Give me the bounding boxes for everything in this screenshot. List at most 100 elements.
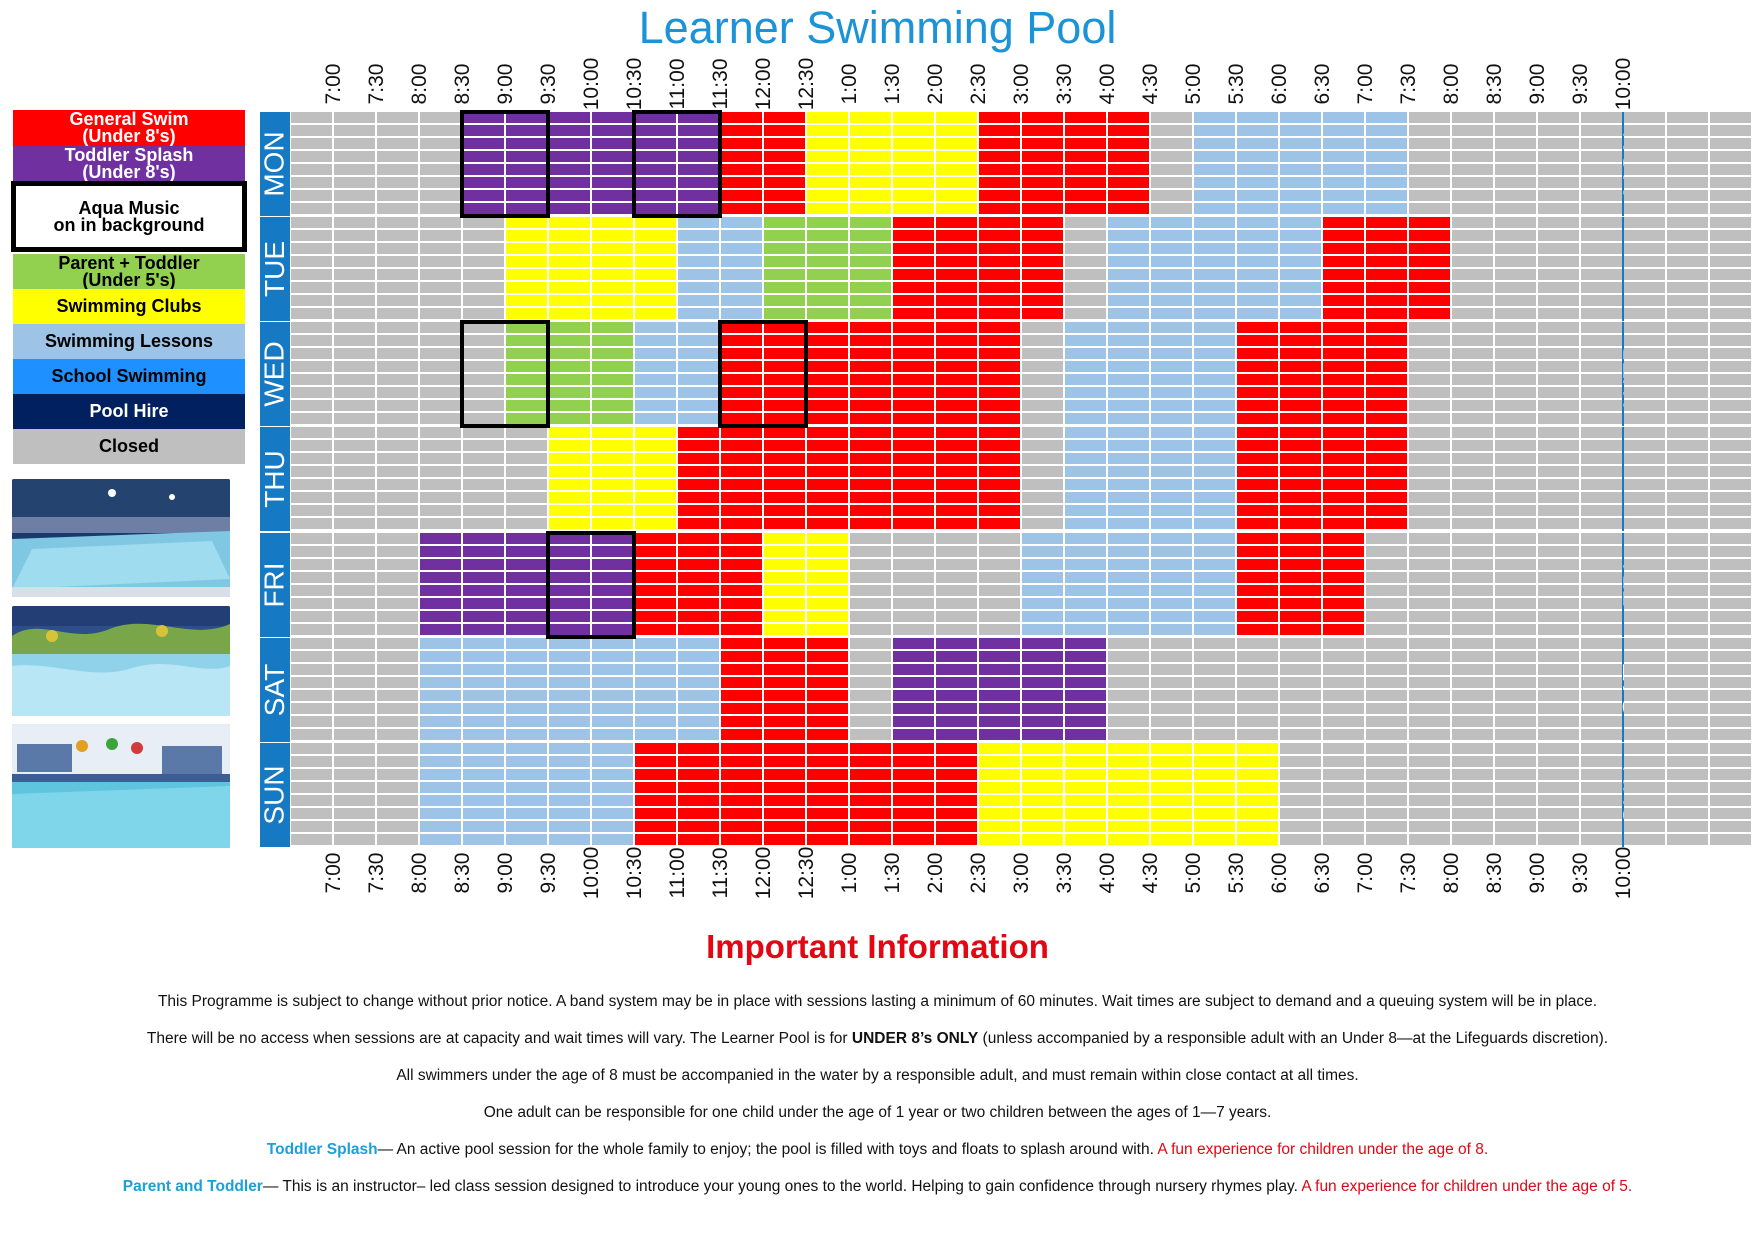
slot-wed (721, 322, 762, 426)
slot-sun (1065, 743, 1106, 847)
slot-fri (1667, 533, 1708, 637)
slot-tue (1108, 217, 1149, 321)
time-label-top: 7:00 (322, 63, 345, 105)
time-label-top: 3:00 (1010, 63, 1033, 105)
slot-sun (893, 743, 934, 847)
slot-tue (1667, 217, 1708, 321)
time-label-bottom: 11:30 (709, 847, 732, 899)
slot-wed (1624, 322, 1665, 426)
slot-wed (1452, 322, 1493, 426)
slot-fri (1624, 533, 1665, 637)
slot-fri (1151, 533, 1192, 637)
slot-tue (377, 217, 418, 321)
slot-tue (334, 217, 375, 321)
info-line-3: All swimmers under the age of 8 must be … (396, 1067, 1359, 1084)
slot-fri (1409, 533, 1450, 637)
time-label-top: 12:30 (795, 57, 818, 111)
slot-thu (549, 427, 590, 531)
slot-wed (1108, 322, 1149, 426)
time-label-bottom: 2:00 (924, 852, 947, 894)
info-line-2-text: There will be no access when sessions ar… (146, 1030, 852, 1047)
slot-sun (1667, 743, 1708, 847)
slot-wed (377, 322, 418, 426)
slot-sun (1409, 743, 1450, 847)
slot-mon (334, 112, 375, 216)
slot-wed (1280, 322, 1321, 426)
time-label-top: 6:30 (1311, 63, 1334, 105)
slot-wed (420, 322, 461, 426)
slot-sun (850, 743, 891, 847)
info-heading: Important Information (706, 928, 1049, 965)
time-label-bottom: 12:30 (795, 846, 818, 900)
time-label-bottom: 3:00 (1010, 852, 1033, 894)
slot-mon (506, 112, 547, 216)
slot-sun (1538, 743, 1579, 847)
slot-thu (1495, 427, 1536, 531)
time-label-top: 1:00 (838, 63, 861, 105)
slot-wed (463, 322, 504, 426)
slot-sun (1022, 743, 1063, 847)
legend-item: School Swimming (13, 359, 245, 394)
info-line-6: Parent and Toddler— This is an instructo… (40, 1178, 1715, 1196)
slot-sat (1323, 638, 1364, 742)
slot-mon (420, 112, 461, 216)
time-label-bottom: 9:00 (1526, 852, 1549, 894)
slot-tue (1323, 217, 1364, 321)
parent-toddler-note: A fun experience for children under the … (1301, 1178, 1633, 1195)
slot-mon (1452, 112, 1493, 216)
time-label-top: 5:30 (1225, 63, 1248, 105)
slot-mon (1495, 112, 1536, 216)
slot-wed (807, 322, 848, 426)
legend-item: Pool Hire (13, 394, 245, 429)
slot-sat (1667, 638, 1708, 742)
slot-sun (979, 743, 1020, 847)
time-label-top: 10:30 (623, 57, 646, 111)
slot-wed (506, 322, 547, 426)
slot-mon (1667, 112, 1708, 216)
slot-sun (549, 743, 590, 847)
slot-tue (1624, 217, 1665, 321)
slot-tue (1452, 217, 1493, 321)
time-label-top: 4:00 (1096, 63, 1119, 105)
slot-fri (1710, 533, 1751, 637)
time-label-top: 11:30 (709, 58, 732, 110)
slot-sat (463, 638, 504, 742)
time-label-bottom: 7:30 (365, 852, 388, 894)
slot-sun (807, 743, 848, 847)
slot-thu (1151, 427, 1192, 531)
slot-fri (291, 533, 332, 637)
time-label-bottom: 8:00 (408, 852, 431, 894)
slot-fri (334, 533, 375, 637)
slot-fri (463, 533, 504, 637)
slot-fri (936, 533, 977, 637)
slot-wed (1366, 322, 1407, 426)
time-label-bottom: 5:30 (1225, 852, 1248, 894)
slot-thu (1581, 427, 1622, 531)
slot-tue (721, 217, 762, 321)
slot-sun (635, 743, 676, 847)
slot-mon (979, 112, 1020, 216)
slot-wed (1667, 322, 1708, 426)
slot-wed (592, 322, 633, 426)
pool-photo-2 (12, 606, 230, 716)
time-label-top: 4:30 (1139, 63, 1162, 105)
slot-thu (420, 427, 461, 531)
slot-mon (1065, 112, 1106, 216)
slot-thu (1065, 427, 1106, 531)
slot-thu (1323, 427, 1364, 531)
slot-sat (893, 638, 934, 742)
day-label-mon-left: MON (259, 112, 290, 216)
time-label-top: 10:00 (1612, 57, 1635, 111)
slot-mon (463, 112, 504, 216)
slot-tue (1280, 217, 1321, 321)
slot-wed (1710, 322, 1751, 426)
time-label-top: 11:00 (666, 58, 689, 110)
slot-tue (463, 217, 504, 321)
time-label-bottom: 7:30 (1397, 852, 1420, 894)
time-label-top: 9:30 (1569, 63, 1592, 105)
slot-thu (1710, 427, 1751, 531)
slot-tue (1710, 217, 1751, 321)
toddler-splash-label: Toddler Splash (266, 1141, 378, 1158)
slot-fri (721, 533, 762, 637)
slot-mon (1538, 112, 1579, 216)
